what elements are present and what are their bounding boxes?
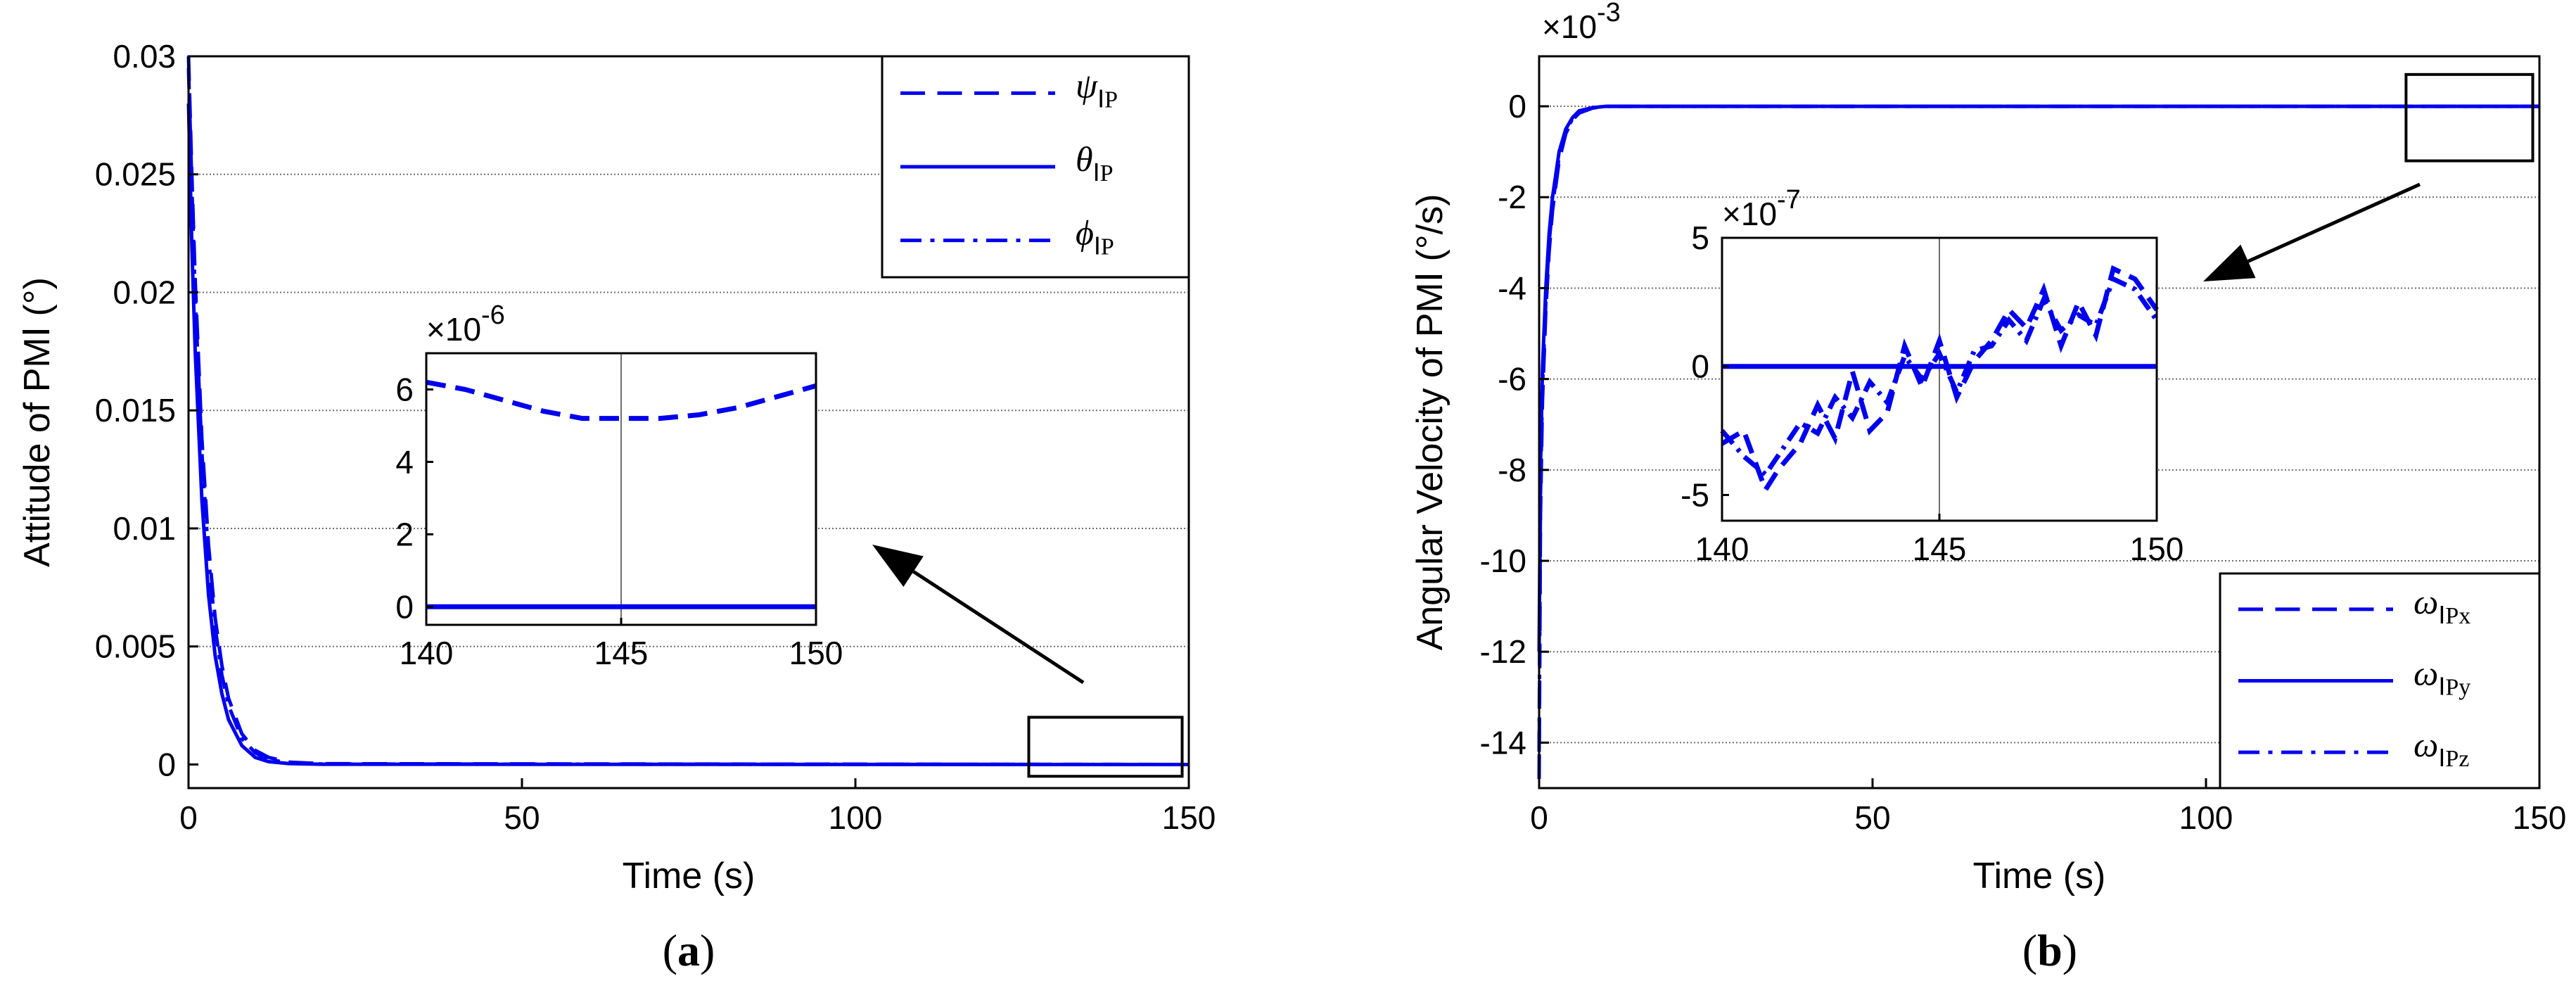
y-tick-label: -8 [1498, 452, 1526, 488]
inset-exponent-label-base: ×10 [426, 311, 481, 348]
y-tick-label: 0.015 [95, 392, 176, 429]
legend-entry-2: ϕⅠP [1076, 213, 1114, 260]
inset-x-tick-label: 145 [1913, 531, 1967, 567]
zoom-box [1027, 716, 1184, 778]
x-axis-label: Time (s) [623, 856, 755, 896]
inset-x-tick-label: 140 [1695, 531, 1749, 567]
y-tick-label: 0.01 [113, 510, 176, 547]
inset-x-tick-label: 150 [2130, 531, 2184, 567]
inset-y-tick-label: 4 [395, 443, 414, 480]
x-tick-label: 0 [179, 799, 198, 836]
chart-panel-a: 0 50 100 150 0 0.005 0.01 0.015 0.02 0.025 0.03 Tim… [17, 38, 1216, 975]
y-exponent-label: ×10-3 [1542, 0, 1621, 45]
inset-exponent-label-power: -6 [481, 300, 505, 330]
series-line-2 [1537, 104, 2539, 752]
legend-entry-1: ωⅠPy [2414, 654, 2470, 701]
y-tick-label: 0.02 [113, 274, 176, 310]
inset-series-line-0 [426, 379, 817, 421]
inset-exponent-label: ×10-6 [426, 300, 505, 348]
y-exponent-label-power: -3 [1597, 0, 1621, 27]
y-tick-label: -4 [1498, 269, 1526, 306]
y-exponent-label-base: ×10 [1542, 8, 1597, 45]
inset-series-line-1 [1720, 275, 2159, 478]
axes-box [187, 55, 1190, 789]
y-tick-label: -14 [1480, 724, 1526, 761]
x-tick-label: 100 [829, 799, 883, 836]
y-tick-label: 0 [1508, 88, 1526, 125]
inset-series-line-0 [1721, 265, 2159, 495]
y-tick-label: 0.025 [95, 156, 176, 193]
inset-exponent-label-power: -7 [1777, 185, 1801, 215]
y-tick-label: -12 [1480, 633, 1526, 670]
inset-y-tick-label: 5 [1691, 220, 1709, 256]
inset-x-tick-label: 140 [400, 635, 454, 671]
inset-y-tick-label: 0 [1691, 348, 1709, 385]
x-tick-label: 0 [1530, 799, 1548, 836]
inset-exponent-label-base: ×10 [1722, 196, 1777, 232]
panel-caption: (b) [2022, 925, 2077, 975]
y-tick-label: -2 [1498, 179, 1526, 215]
x-tick-label: 100 [2179, 799, 2233, 836]
x-tick-label: 50 [1854, 799, 1890, 836]
inset-zoom-a: 140 145 150 0 2 4 6 [395, 352, 843, 671]
legend-entry-1: θⅠP [1076, 139, 1114, 186]
y-tick-label: 0 [158, 746, 176, 782]
zoom-arrow [912, 570, 1085, 685]
x-axis-label: Time (s) [1973, 856, 2106, 896]
legend-entry-0: ψⅠP [1076, 65, 1118, 113]
panel-caption: (a) [663, 925, 715, 975]
axes-box [1538, 55, 2541, 789]
x-tick-label: 50 [504, 799, 540, 836]
zoom-arrow [2247, 182, 2421, 263]
zoom-box [2404, 72, 2534, 163]
zoom-arrow-head [872, 545, 924, 588]
x-tick-label: 150 [1162, 799, 1216, 836]
inset-x-tick-label: 150 [789, 635, 843, 671]
y-tick-label: -10 [1480, 543, 1526, 579]
inset-y-tick-label: 6 [395, 371, 414, 407]
y-tick-label: 0.005 [95, 628, 176, 665]
y-axis-label: Angular Velocity of PMⅠ (°/s) [1410, 194, 1450, 651]
y-axis-label: Attitude of PMⅠ (°) [17, 277, 58, 567]
inset-exponent-label: ×10-7 [1722, 185, 1801, 232]
y-tick-label: 0.03 [113, 38, 176, 75]
inset-y-tick-label: 0 [395, 588, 414, 625]
legend-entry-0: ωⅠPx [2414, 582, 2470, 629]
zoom-arrow-head [2203, 244, 2256, 281]
x-tick-label: 150 [2513, 799, 2567, 836]
inset-y-tick-label: -5 [1681, 476, 1709, 513]
series-line-1 [186, 103, 1190, 766]
inset-y-tick-label: 2 [395, 516, 414, 552]
y-tick-label: -6 [1498, 361, 1526, 398]
inset-x-tick-label: 145 [594, 635, 649, 671]
legend-entry-2: ωⅠPz [2414, 725, 2469, 772]
inset-zoom-b: 140 145 150 5 0 -5 [1681, 220, 2183, 567]
